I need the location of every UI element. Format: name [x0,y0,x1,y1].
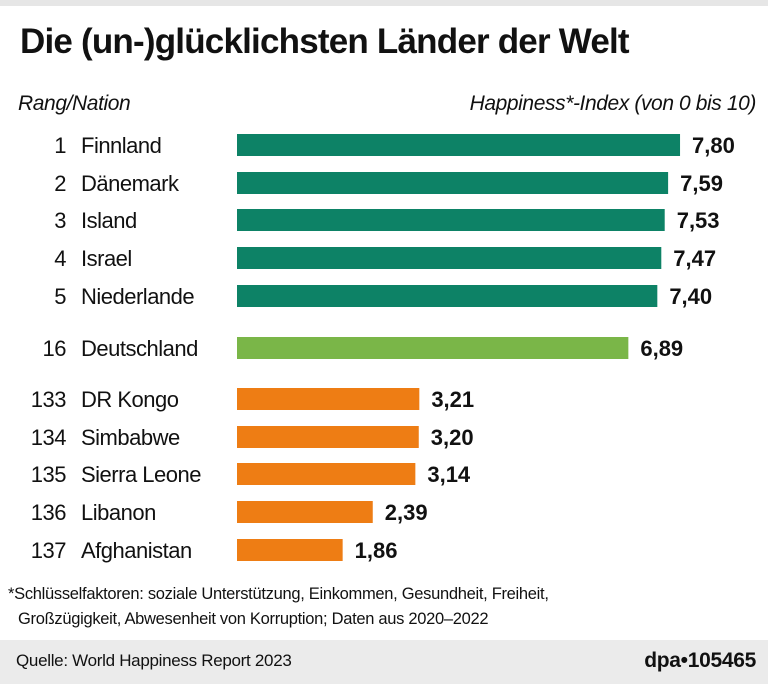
bar [237,247,662,269]
bar [237,463,416,485]
chart-title: Die (un-)glücklichsten Länder der Welt [20,22,630,61]
rank-label: 5 [54,284,66,309]
nation-label: Niederlande [81,284,194,309]
value-label: 3,21 [431,387,474,412]
bar [237,426,419,448]
credit: dpa•105465 [644,649,756,672]
bar [237,209,665,231]
nation-label: Dänemark [81,171,180,196]
nation-label: DR Kongo [81,387,179,412]
value-label: 2,39 [385,500,428,525]
value-label: 7,47 [673,246,716,271]
rank-label: 4 [54,246,66,271]
bar [237,388,420,410]
rank-label: 1 [54,133,66,158]
header-index: Happiness*-Index (von 0 bis 10) [469,92,757,115]
bar-chart: 1 Finnland 7,80 2 Dänemark 7,59 3 Island 7,53 4 Is… [31,133,735,563]
rank-label: 137 [31,538,66,563]
footnote: *Schlüsselfaktoren: soziale Unterstützun… [8,582,549,632]
rank-label: 136 [31,500,66,525]
bar [237,501,373,523]
bar [237,285,658,307]
value-label: 1,86 [355,538,398,563]
nation-label: Libanon [81,500,156,525]
nation-label: Israel [81,246,132,271]
value-label: 7,59 [680,171,723,196]
header-rank-nation: Rang/Nation [18,92,131,115]
value-label: 7,80 [692,133,735,158]
bar [237,539,343,561]
rank-label: 134 [31,425,66,450]
bar [237,134,681,156]
nation-label: Sierra Leone [81,462,201,487]
bar [237,337,629,359]
rank-label: 133 [31,387,66,412]
footnote-line-1: *Schlüsselfaktoren: soziale Unterstützun… [8,585,549,603]
nation-label: Simbabwe [81,425,180,450]
footnote-line-2: Großzügigkeit, Abwesenheit von Korruptio… [18,610,489,628]
top-strip [0,0,768,6]
rank-label: 16 [43,336,67,361]
nation-label: Island [81,208,137,233]
nation-label: Finnland [81,133,161,158]
value-label: 3,14 [427,462,471,487]
rank-label: 135 [31,462,66,487]
footer: Quelle: World Happiness Report 2023 dpa•… [0,640,768,684]
bar [237,172,669,194]
value-label: 7,53 [677,208,720,233]
nation-label: Afghanistan [81,538,192,563]
value-label: 7,40 [669,284,712,309]
nation-label: Deutschland [81,336,198,361]
value-label: 6,89 [640,336,683,361]
source: Quelle: World Happiness Report 2023 [16,651,292,670]
rank-label: 3 [54,208,66,233]
rank-label: 2 [54,171,66,196]
value-label: 3,20 [431,425,474,450]
